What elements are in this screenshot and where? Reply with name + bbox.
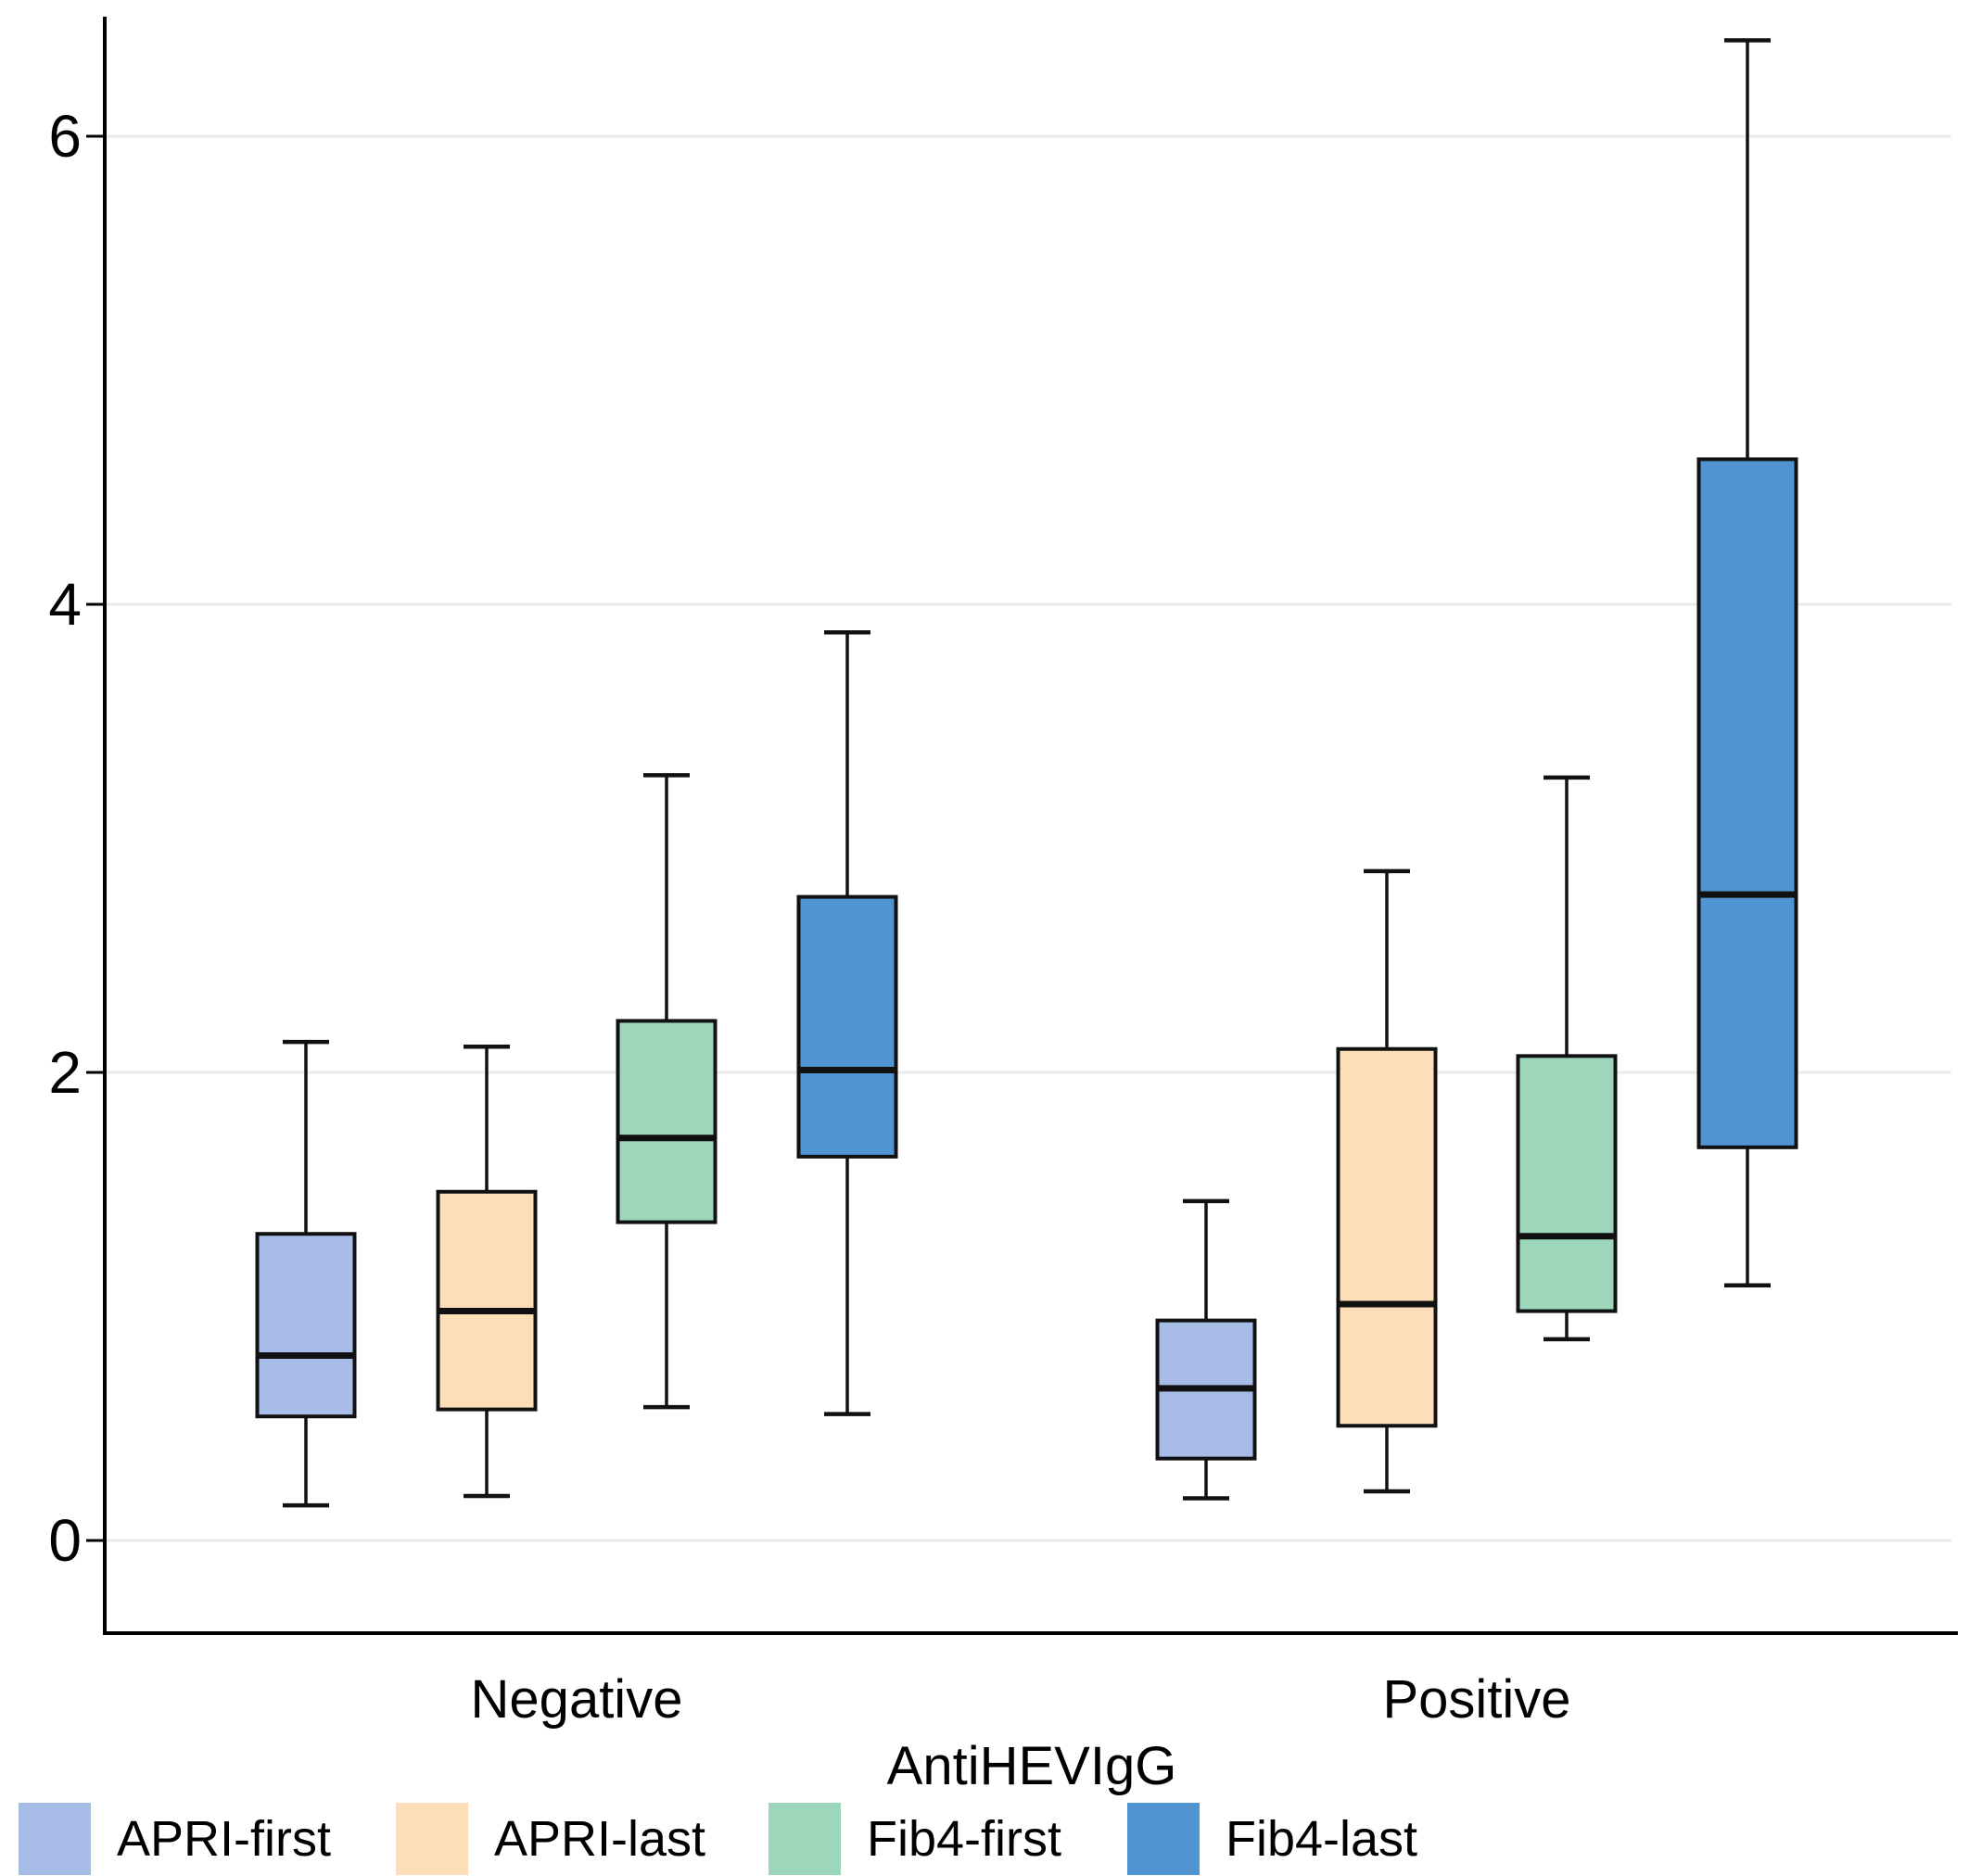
- iqr-box: [436, 1189, 538, 1412]
- y-tick-label: 6: [48, 103, 82, 170]
- x-category-label-positive: Positive: [1382, 1669, 1571, 1730]
- legend-label: Fib4-last: [1226, 1811, 1418, 1867]
- legend-item: APRI-first: [19, 1802, 331, 1876]
- box-apri-last-negative: [436, 1044, 538, 1499]
- x-category-label-negative: Negative: [470, 1669, 683, 1730]
- box-fib4-first-positive: [1516, 775, 1618, 1342]
- legend-label: Fib4-first: [867, 1811, 1062, 1867]
- iqr-box: [255, 1232, 357, 1419]
- y-tick-label: 4: [48, 571, 82, 638]
- legend-item: Fib4-first: [769, 1802, 1061, 1876]
- legend: APRI-first APRI-last Fib4-first Fib4-las…: [0, 1802, 1969, 1876]
- iqr-box: [1336, 1046, 1438, 1428]
- legend-swatch-fib4-first: [769, 1803, 841, 1875]
- legend-item: Fib4-last: [1127, 1802, 1417, 1876]
- legend-swatch-fib4-last: [1127, 1803, 1200, 1875]
- legend-label: APRI-first: [117, 1811, 332, 1867]
- iqr-box: [1696, 457, 1798, 1149]
- box-apri-last-positive: [1336, 868, 1438, 1494]
- iqr-box: [616, 1019, 718, 1224]
- y-tick-label: 2: [48, 1039, 82, 1106]
- iqr-box: [1516, 1054, 1618, 1313]
- box-fib4-last-negative: [796, 630, 898, 1416]
- box-apri-first-negative: [255, 1039, 357, 1508]
- legend-item: APRI-last: [396, 1802, 705, 1876]
- box-apri-first-positive: [1155, 1198, 1257, 1501]
- box-fib4-last-positive: [1696, 38, 1798, 1288]
- legend-swatch-apri-first: [19, 1803, 91, 1875]
- legend-label: APRI-last: [494, 1811, 706, 1867]
- box-fib4-first-negative: [616, 773, 718, 1410]
- y-tick-label: 0: [48, 1507, 82, 1574]
- legend-swatch-apri-last: [396, 1803, 468, 1875]
- x-axis-title: AntiHEVIgG: [886, 1736, 1177, 1796]
- iqr-box: [796, 894, 898, 1159]
